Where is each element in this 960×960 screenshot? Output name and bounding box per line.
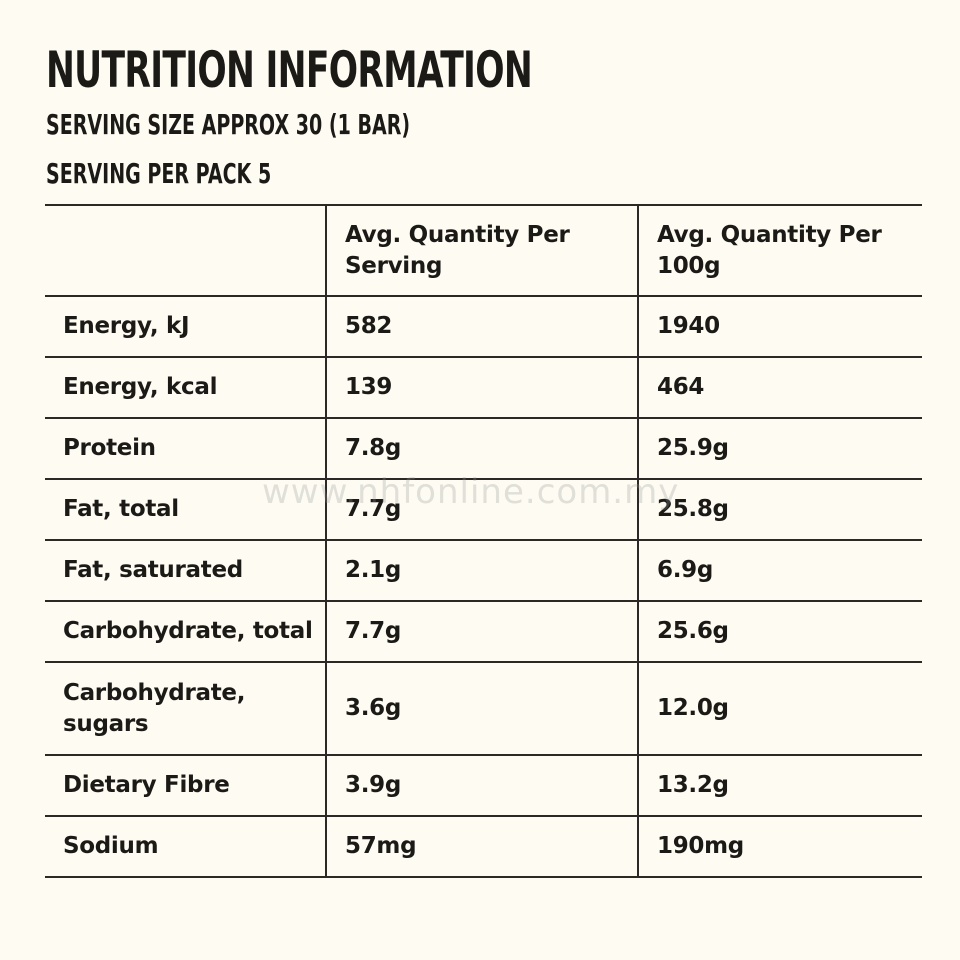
- table-row: Fat, total 7.7g 25.8g: [45, 478, 922, 541]
- per-serving-value: 582: [325, 295, 638, 358]
- per-100g-value: 1940: [637, 295, 922, 358]
- nutrient-name: Protein: [45, 417, 326, 480]
- per-serving-value: 7.7g: [325, 478, 638, 541]
- table-row: Fat, saturated 2.1g 6.9g: [45, 539, 922, 602]
- nutrient-name: Fat, total: [45, 478, 326, 541]
- per-serving-value: 7.8g: [325, 417, 638, 480]
- per-100g-value: 464: [637, 356, 922, 419]
- column-header-nutrient: [45, 204, 326, 297]
- serving-size: SERVING SIZE APPROX 30 (1 BAR): [46, 108, 411, 141]
- per-serving-value: 57mg: [325, 815, 638, 878]
- nutrient-name: Energy, kcal: [45, 356, 326, 419]
- nutrient-name: Dietary Fibre: [45, 754, 326, 817]
- table-row: Energy, kJ 582 1940: [45, 295, 922, 358]
- table-row: Dietary Fibre 3.9g 13.2g: [45, 754, 922, 817]
- table-row: Sodium 57mg 190mg: [45, 815, 922, 878]
- nutrition-table: Avg. Quantity Per Serving Avg. Quantity …: [45, 204, 922, 878]
- table-row: Protein 7.8g 25.9g: [45, 417, 922, 480]
- per-100g-value: 25.8g: [637, 478, 922, 541]
- per-100g-value: 190mg: [637, 815, 922, 878]
- nutrient-name: Fat, saturated: [45, 539, 326, 602]
- per-100g-value: 13.2g: [637, 754, 922, 817]
- per-serving-value: 139: [325, 356, 638, 419]
- page-title: NUTRITION INFORMATION: [46, 41, 533, 99]
- nutrient-name: Carbohydrate, sugars: [45, 661, 326, 756]
- per-100g-value: 25.9g: [637, 417, 922, 480]
- per-serving-value: 3.9g: [325, 754, 638, 817]
- table-row: Carbohydrate, sugars 3.6g 12.0g: [45, 661, 922, 756]
- per-serving-value: 2.1g: [325, 539, 638, 602]
- per-serving-value: 3.6g: [325, 661, 638, 756]
- nutrient-name: Sodium: [45, 815, 326, 878]
- table-row: Energy, kcal 139 464: [45, 356, 922, 419]
- table-header-row: Avg. Quantity Per Serving Avg. Quantity …: [45, 204, 922, 297]
- column-header-per-serving: Avg. Quantity Per Serving: [325, 204, 638, 297]
- per-100g-value: 25.6g: [637, 600, 922, 663]
- servings-per-pack: SERVING PER PACK 5: [46, 157, 272, 190]
- nutrient-name: Energy, kJ: [45, 295, 326, 358]
- per-serving-value: 7.7g: [325, 600, 638, 663]
- nutrient-name: Carbohydrate, total: [45, 600, 326, 663]
- column-header-per-100g: Avg. Quantity Per 100g: [637, 204, 922, 297]
- per-100g-value: 6.9g: [637, 539, 922, 602]
- table-row: Carbohydrate, total 7.7g 25.6g: [45, 600, 922, 663]
- per-100g-value: 12.0g: [637, 661, 922, 756]
